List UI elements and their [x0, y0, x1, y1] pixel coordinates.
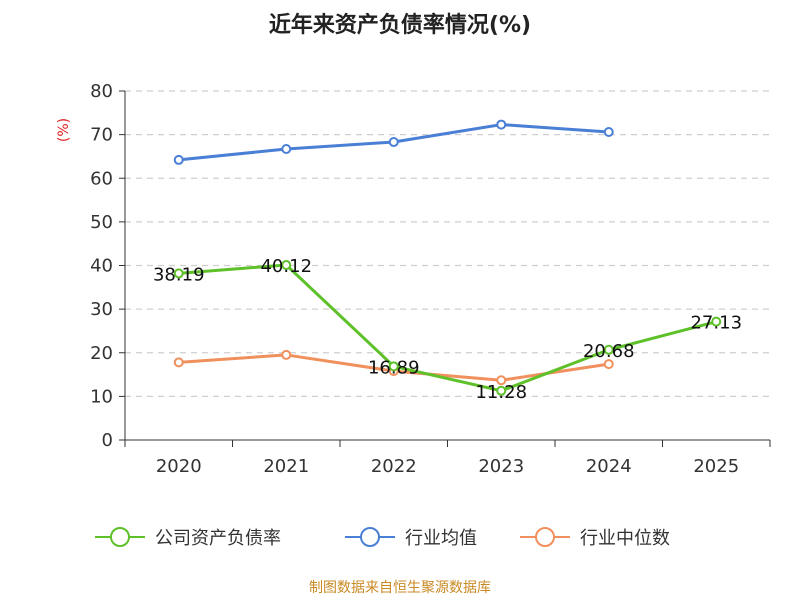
data-point [388, 137, 399, 148]
x-tick-label: 2022 [371, 456, 417, 477]
data-label: 20.68 [583, 341, 635, 362]
y-axis-label: (%) [56, 118, 72, 142]
series-line [178, 263, 717, 393]
y-tick-label: 20 [90, 343, 113, 364]
y-tick-label: 40 [90, 256, 113, 277]
legend-item[interactable]: 行业均值 [345, 527, 477, 549]
data-label: 27.13 [690, 313, 742, 334]
y-tick-label: 50 [90, 212, 113, 233]
data-point [281, 259, 292, 270]
data-point [281, 349, 292, 360]
x-tick-label: 2024 [586, 456, 632, 477]
data-point [603, 127, 614, 138]
data-label: 11.28 [475, 382, 527, 403]
series-group [173, 119, 722, 396]
data-point [603, 359, 614, 370]
data-point [496, 375, 507, 386]
chart-title: 近年来资产负债率情况(%) [269, 12, 531, 38]
x-tick-label: 2021 [263, 456, 309, 477]
y-tick-label: 80 [90, 81, 113, 102]
source-note: 制图数据来自恒生聚源数据库 [309, 580, 491, 596]
data-label: 38.19 [153, 264, 205, 285]
data-point [496, 119, 507, 130]
data-point [388, 361, 399, 372]
data-labels: 38.19 40.12 16.89 11.28 20.68 27.13 [153, 256, 742, 403]
data-point [281, 144, 292, 155]
legend-marker [110, 527, 130, 547]
data-point [173, 357, 184, 368]
y-tick-label: 10 [90, 386, 113, 407]
data-point [496, 385, 507, 396]
data-point [711, 316, 722, 327]
legend-label: 行业中位数 [580, 528, 670, 549]
data-label: 40.12 [260, 256, 312, 277]
legend-label: 行业均值 [405, 528, 477, 549]
data-point [603, 344, 614, 355]
legend-item[interactable]: 公司资产负债率 [95, 527, 281, 549]
y-tick-label: 70 [90, 125, 113, 146]
legend-marker [360, 527, 380, 547]
data-point [173, 268, 184, 279]
x-tick-label: 2020 [156, 456, 202, 477]
gridlines [125, 90, 770, 397]
legend-label: 公司资产负债率 [155, 528, 281, 549]
legend-item[interactable]: 行业中位数 [520, 527, 670, 549]
data-point [173, 154, 184, 165]
legend[interactable]: 公司资产负债率 行业均值 行业中位数 [95, 527, 670, 549]
legend-marker [535, 527, 555, 547]
y-tick-label: 30 [90, 299, 113, 320]
y-tick-label: 60 [90, 168, 113, 189]
y-tick-label: 0 [102, 430, 113, 451]
x-tick-label: 2023 [478, 456, 524, 477]
x-tick-label: 2025 [693, 456, 739, 477]
data-label: 16.89 [368, 357, 420, 378]
axes: 0 10 20 30 40 50 60 70 80 2020 2021 2022 2023 2024 202… [90, 81, 771, 477]
